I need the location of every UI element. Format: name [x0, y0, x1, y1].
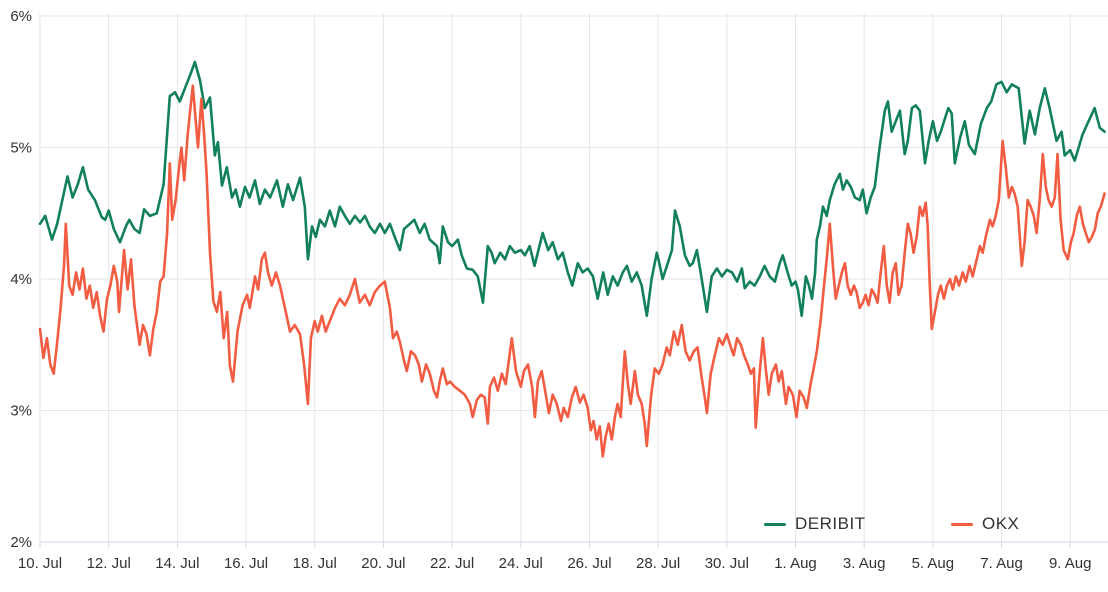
y-axis-tick-label: 4%: [10, 271, 32, 288]
x-axis-tick-label: 5. Aug: [912, 555, 955, 572]
legend-item-okx[interactable]: OKX: [951, 514, 1019, 534]
x-axis-tick-label: 3. Aug: [843, 555, 886, 572]
x-axis-tick-label: 28. Jul: [636, 555, 680, 572]
x-axis-tick-label: 12. Jul: [87, 555, 131, 572]
y-axis-tick-label: 3%: [10, 403, 32, 420]
series-line-okx[interactable]: [38, 84, 1106, 458]
x-axis-tick-label: 30. Jul: [705, 555, 749, 572]
x-axis-tick-label: 10. Jul: [18, 555, 62, 572]
okx-line-swatch-icon: [951, 522, 973, 526]
x-axis-tick-label: 24. Jul: [499, 555, 543, 572]
x-axis-tick-label: 20. Jul: [361, 555, 405, 572]
legend-label-okx: OKX: [982, 514, 1020, 533]
y-axis-tick-label: 2%: [10, 534, 32, 551]
deribit-line-swatch-icon: [764, 522, 786, 526]
x-axis-tick-label: 22. Jul: [430, 555, 474, 572]
series-line-deribit[interactable]: [38, 60, 1106, 318]
legend-item-deribit[interactable]: DERIBIT: [764, 514, 866, 534]
x-axis-tick-label: 18. Jul: [293, 555, 337, 572]
x-axis-tick-label: 14. Jul: [155, 555, 199, 572]
x-axis-tick-label: 7. Aug: [980, 555, 1023, 572]
y-axis-tick-label: 5%: [10, 140, 32, 157]
x-axis-tick-label: 26. Jul: [567, 555, 611, 572]
x-axis-tick-label: 1. Aug: [774, 555, 817, 572]
x-axis-tick-label: 9. Aug: [1049, 555, 1092, 572]
x-axis-tick-label: 16. Jul: [224, 555, 268, 572]
legend-label-deribit: DERIBIT: [795, 514, 866, 533]
chart-legend: DERIBIT OKX: [0, 512, 1108, 536]
y-axis-tick-label: 6%: [10, 8, 32, 25]
